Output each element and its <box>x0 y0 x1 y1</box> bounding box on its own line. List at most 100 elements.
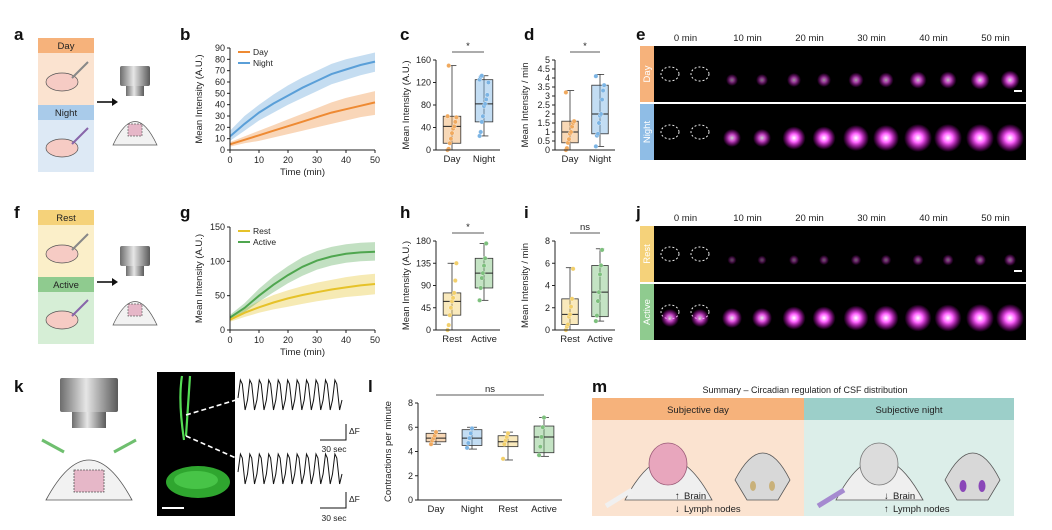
fluorescence-signal <box>757 255 767 265</box>
delta-f-label: ΔF <box>349 426 360 436</box>
lymph-node-icon <box>959 480 967 492</box>
x-tick-label: 20 <box>283 335 293 345</box>
micrograph-tile <box>964 226 1026 282</box>
data-point <box>599 97 605 102</box>
syringe-icon <box>71 233 89 251</box>
contraction-traces: 30 sec ΔF 30 sec ΔF <box>237 378 360 523</box>
y-axis-label: Mean Intensity (A.U.) <box>194 54 205 143</box>
y-tick-label: 0 <box>426 325 431 335</box>
x-axis-label: Time (min) <box>280 167 325 178</box>
mouse-icon <box>45 310 79 330</box>
legend-label: Day <box>253 47 269 57</box>
mouse-icon <box>45 138 79 158</box>
significance-label: ns <box>580 222 590 233</box>
label-night: Night <box>55 108 78 119</box>
y-tick-label: 45 <box>421 303 431 313</box>
data-point <box>505 430 511 436</box>
fluorescence-signal <box>996 304 1024 332</box>
time-label: 0 min <box>674 33 697 44</box>
fluorescence-signal <box>819 255 829 265</box>
data-point <box>483 97 489 102</box>
box <box>533 425 555 454</box>
fluorescence-signal <box>942 254 954 266</box>
chart-panel-g: 0 50 100 150 0 10 20 30 40 50 Time (min) Mean Inten… <box>194 222 380 358</box>
roi-outline <box>660 66 680 82</box>
panel-label-h: h <box>400 203 410 222</box>
fluorescence-signal <box>880 254 892 266</box>
x-axis-label: Time (min) <box>280 347 325 358</box>
chart-panel-d: Day Night 00.511.522.533.544.55 Mean Intens… <box>520 41 615 165</box>
panel-label-f: f <box>14 203 20 222</box>
fluorescence-signal <box>974 254 986 266</box>
data-point <box>454 260 459 266</box>
schematic-a: Day Night <box>38 38 158 172</box>
data-point <box>596 120 602 126</box>
day-brain-arrow: ↑ <box>675 491 680 502</box>
row-label: Active <box>642 299 653 325</box>
series-line <box>229 250 376 319</box>
night-nodes-label: Lymph nodes <box>893 504 950 515</box>
delta-f-label: ΔF <box>349 494 360 504</box>
syringe-icon <box>816 487 846 509</box>
time-label: 20 min <box>795 33 824 44</box>
series-line <box>229 60 376 138</box>
y-tick-label: 80 <box>215 54 225 64</box>
row-label-box <box>640 46 654 102</box>
micrograph-tile <box>654 104 716 160</box>
significance-label: * <box>466 41 470 52</box>
data-point <box>539 434 544 440</box>
chart-panel-c: Day Night 0 40 80 120 160 Mean Intensity (A.U.)… <box>401 41 500 165</box>
fluorescence-signal <box>722 308 742 328</box>
label-day: Day <box>58 41 75 52</box>
y-tick-label: 0 <box>426 145 431 155</box>
data-point <box>454 115 459 120</box>
data-point <box>447 312 453 318</box>
y-tick-label: 0 <box>220 325 225 335</box>
data-point <box>480 270 486 276</box>
data-point <box>597 272 603 277</box>
x-tick-label: Day <box>428 504 445 515</box>
data-point <box>595 298 601 304</box>
summary-panel: Summary – Circadian regulation of CSF di… <box>592 385 1014 516</box>
roi-outline <box>690 66 710 82</box>
mouse-neck-icon <box>944 452 1001 501</box>
day-brain-label: Brain <box>684 491 706 502</box>
day-nodes-arrow: ↓ <box>675 504 680 515</box>
y-tick-label: 135 <box>416 258 431 268</box>
fluorescence-signal <box>812 306 836 330</box>
data-point <box>464 445 470 451</box>
chart-panel-h: Rest Active 0 45 90 135 180 Mean Intensity (A.U… <box>401 222 500 345</box>
data-point <box>593 318 599 324</box>
y-axis-label: Mean Intensity (A.U.) <box>401 241 412 330</box>
y-tick-label: 40 <box>421 123 431 133</box>
fluorescence-signal <box>912 254 924 266</box>
error-band <box>230 242 375 320</box>
imaging-window-icon <box>127 303 143 317</box>
contraction-trace-2 <box>237 452 343 485</box>
y-axis-label: Mean Intensity (A.U.) <box>194 234 205 323</box>
series-line <box>229 283 376 321</box>
micrograph-tile <box>716 226 778 282</box>
microscope-lens-icon <box>72 412 106 428</box>
data-point <box>598 111 604 117</box>
y-tick-label: 5 <box>545 55 550 65</box>
panel-label-c: c <box>400 25 409 44</box>
roi-outline <box>660 246 680 262</box>
x-tick-label: 10 <box>254 335 264 345</box>
y-tick-label: 90 <box>421 281 431 291</box>
lymph-node-icon <box>769 481 775 491</box>
panel-label-d: d <box>524 25 534 44</box>
panel-label-i: i <box>524 203 529 222</box>
mouse-neck-icon <box>734 452 791 501</box>
row-label-box <box>640 284 654 340</box>
lymph-node-icon <box>750 481 756 491</box>
y-tick-label: 0 <box>545 325 550 335</box>
mouse-icon <box>45 244 79 264</box>
fluorescence-signal <box>756 74 768 86</box>
data-point <box>445 113 450 119</box>
y-tick-label: 4.5 <box>537 64 550 74</box>
micrograph-tile <box>840 46 902 102</box>
time-label: 10 min <box>733 213 762 224</box>
data-point <box>449 130 455 136</box>
